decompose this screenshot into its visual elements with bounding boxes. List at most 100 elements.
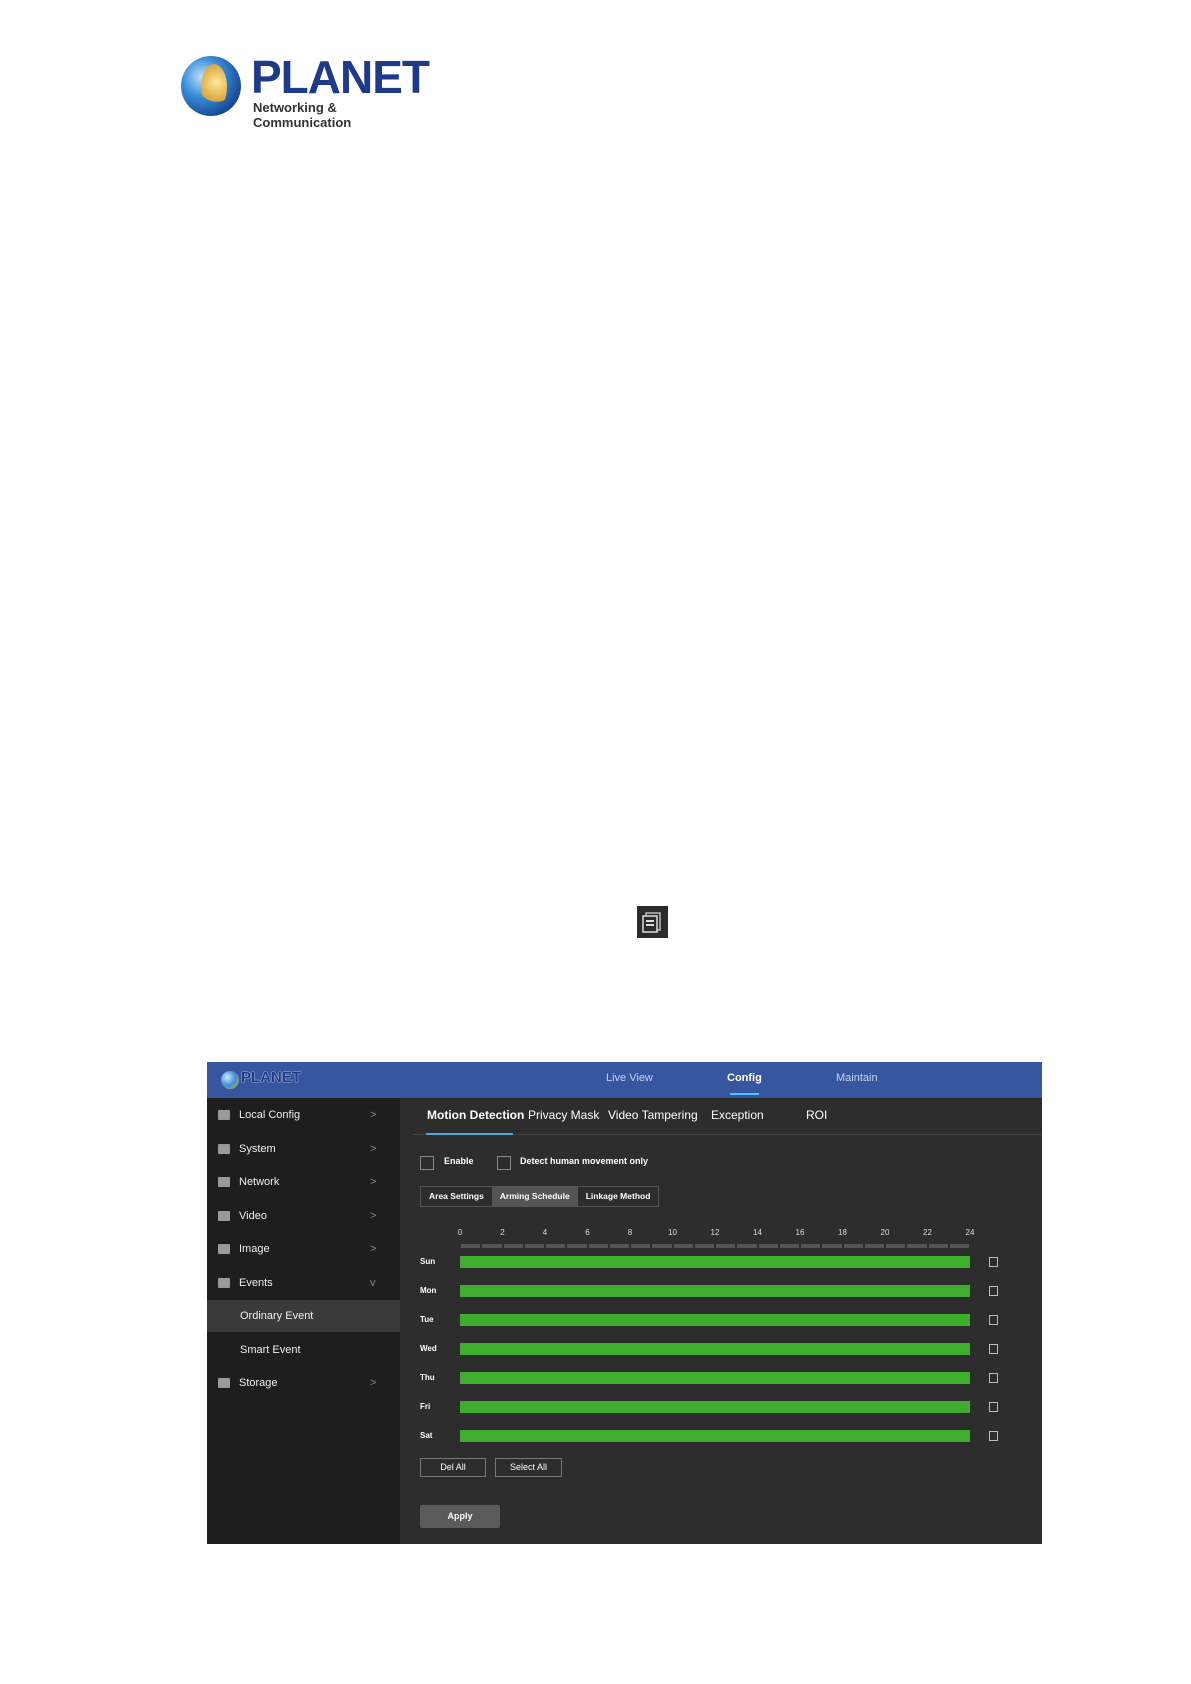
- day-label: Mon: [420, 1286, 437, 1295]
- hour-tick: [843, 1244, 863, 1248]
- sidebar-item-video[interactable]: Video >: [207, 1200, 400, 1232]
- hour-tick: [567, 1244, 587, 1248]
- hour-label: 0: [457, 1228, 463, 1237]
- sidebar-item-label: Local Config: [239, 1109, 301, 1121]
- copy-icon[interactable]: [989, 1402, 998, 1412]
- copy-icon[interactable]: [989, 1344, 998, 1354]
- hour-label: 22: [923, 1228, 932, 1237]
- active-tab-underline: [426, 1133, 513, 1135]
- sidebar-item-label: Smart Event: [240, 1343, 301, 1356]
- hour-label: 2: [500, 1228, 505, 1237]
- apply-button[interactable]: Apply: [420, 1505, 500, 1528]
- nav-config[interactable]: Config: [727, 1072, 762, 1095]
- hour-tick: [779, 1244, 799, 1248]
- header-logo: PLANET: [221, 1069, 301, 1091]
- day-label: Thu: [420, 1373, 435, 1382]
- chevron-right-icon: >: [370, 1243, 377, 1255]
- hour-tick: [631, 1244, 651, 1248]
- hour-tick: [949, 1244, 969, 1248]
- hour-label: 10: [668, 1228, 677, 1237]
- hour-label: 18: [838, 1228, 847, 1237]
- video-icon: [218, 1210, 230, 1221]
- schedule-bar-sat[interactable]: [460, 1430, 970, 1442]
- sidebar-item-image[interactable]: Image >: [207, 1233, 400, 1265]
- step-nav: Area Settings Arming Schedule Linkage Me…: [420, 1186, 660, 1207]
- tab-roi[interactable]: ROI: [806, 1108, 828, 1122]
- hour-tick: [503, 1244, 523, 1248]
- chevron-right-icon: >: [370, 1109, 377, 1121]
- sidebar: Local Config > System > Network > Video > Image >…: [207, 1098, 400, 1544]
- day-label: Tue: [420, 1315, 434, 1324]
- sidebar-item-label: Ordinary Event: [240, 1310, 314, 1322]
- sidebar-item-smart-event[interactable]: Smart Event: [207, 1334, 400, 1366]
- chevron-right-icon: >: [370, 1142, 377, 1155]
- logo-brand: PLANET: [251, 51, 430, 103]
- day-label: Sat: [420, 1431, 433, 1440]
- schedule-bar-wed[interactable]: [460, 1343, 970, 1355]
- hour-tick: [886, 1244, 906, 1248]
- sidebar-item-system[interactable]: System >: [207, 1133, 400, 1165]
- sidebar-item-label: Network: [239, 1176, 280, 1188]
- logo-tagline: Networking & Communication: [253, 100, 352, 130]
- hour-tick: [482, 1244, 502, 1248]
- hour-label: 20: [880, 1228, 890, 1237]
- schedule-bar-sun[interactable]: [460, 1256, 970, 1268]
- hour-label: 4: [542, 1228, 548, 1237]
- copy-icon[interactable]: [989, 1315, 998, 1325]
- schedule-bar-tue[interactable]: [460, 1314, 970, 1326]
- hour-tick: [588, 1244, 608, 1248]
- hour-tick: [907, 1244, 927, 1248]
- sidebar-item-label: Image: [239, 1243, 270, 1255]
- human-only-label: Detect human movement only: [520, 1156, 649, 1166]
- tab-motion-detection[interactable]: Motion Detection: [427, 1108, 525, 1122]
- copy-icon[interactable]: [989, 1286, 998, 1296]
- storage-icon: [218, 1378, 230, 1388]
- image-icon: [218, 1244, 230, 1254]
- system-icon: [218, 1143, 230, 1154]
- nav-live-view[interactable]: Live View: [606, 1072, 653, 1084]
- nav-maintain[interactable]: Maintain: [836, 1072, 878, 1084]
- step-area-settings[interactable]: Area Settings: [429, 1191, 484, 1201]
- sidebar-item-ordinary-event[interactable]: Ordinary Event: [207, 1300, 400, 1332]
- tab-exception[interactable]: Exception: [711, 1108, 764, 1122]
- enable-checkbox[interactable]: [420, 1156, 434, 1170]
- tab-video-tampering[interactable]: Video Tampering: [608, 1108, 698, 1122]
- copy-icon: [637, 906, 668, 938]
- select-all-button[interactable]: Select All: [495, 1458, 562, 1477]
- copy-icon[interactable]: [989, 1257, 998, 1267]
- chevron-right-icon: >: [370, 1209, 377, 1222]
- schedule-bar-thu[interactable]: [460, 1372, 970, 1384]
- schedule-bar-mon[interactable]: [460, 1285, 970, 1297]
- sidebar-item-network[interactable]: Network >: [207, 1166, 400, 1198]
- step-arming-schedule[interactable]: Arming Schedule: [491, 1187, 578, 1206]
- planet-logo: PLANET Networking & Communication: [181, 51, 431, 130]
- day-label: Sun: [420, 1257, 436, 1266]
- copy-icon[interactable]: [989, 1373, 998, 1383]
- sidebar-item-label: Events: [239, 1276, 273, 1289]
- human-only-checkbox[interactable]: [497, 1156, 511, 1170]
- sidebar-item-events[interactable]: Events v: [207, 1267, 400, 1299]
- camera-web-ui: PLANET Live View Config Maintain Local C…: [207, 1062, 1042, 1544]
- sidebar-item-local-config[interactable]: Local Config >: [207, 1099, 400, 1131]
- tab-privacy-mask[interactable]: Privacy Mask: [528, 1108, 600, 1122]
- schedule-bar-fri[interactable]: [460, 1401, 970, 1413]
- del-all-button[interactable]: Del All: [420, 1458, 486, 1477]
- chevron-right-icon: >: [370, 1176, 377, 1188]
- monitor-icon: [218, 1110, 230, 1120]
- hour-tick: [737, 1244, 757, 1248]
- sidebar-item-storage[interactable]: Storage >: [207, 1367, 400, 1399]
- hour-tick: [609, 1244, 629, 1248]
- hour-tick: [864, 1244, 884, 1248]
- hour-label: 16: [795, 1228, 805, 1237]
- sidebar-item-label: System: [239, 1142, 276, 1155]
- hour-tick: [822, 1244, 842, 1248]
- copy-icon[interactable]: [989, 1431, 998, 1441]
- tab-divider: [413, 1134, 1042, 1135]
- globe-logo-icon: [181, 56, 241, 116]
- step-linkage-method[interactable]: Linkage Method: [585, 1191, 651, 1201]
- events-icon: [218, 1277, 230, 1288]
- hour-label: 8: [627, 1228, 633, 1237]
- chevron-down-icon: v: [370, 1276, 376, 1289]
- hour-tick: [524, 1244, 544, 1248]
- hour-tick: [716, 1244, 736, 1248]
